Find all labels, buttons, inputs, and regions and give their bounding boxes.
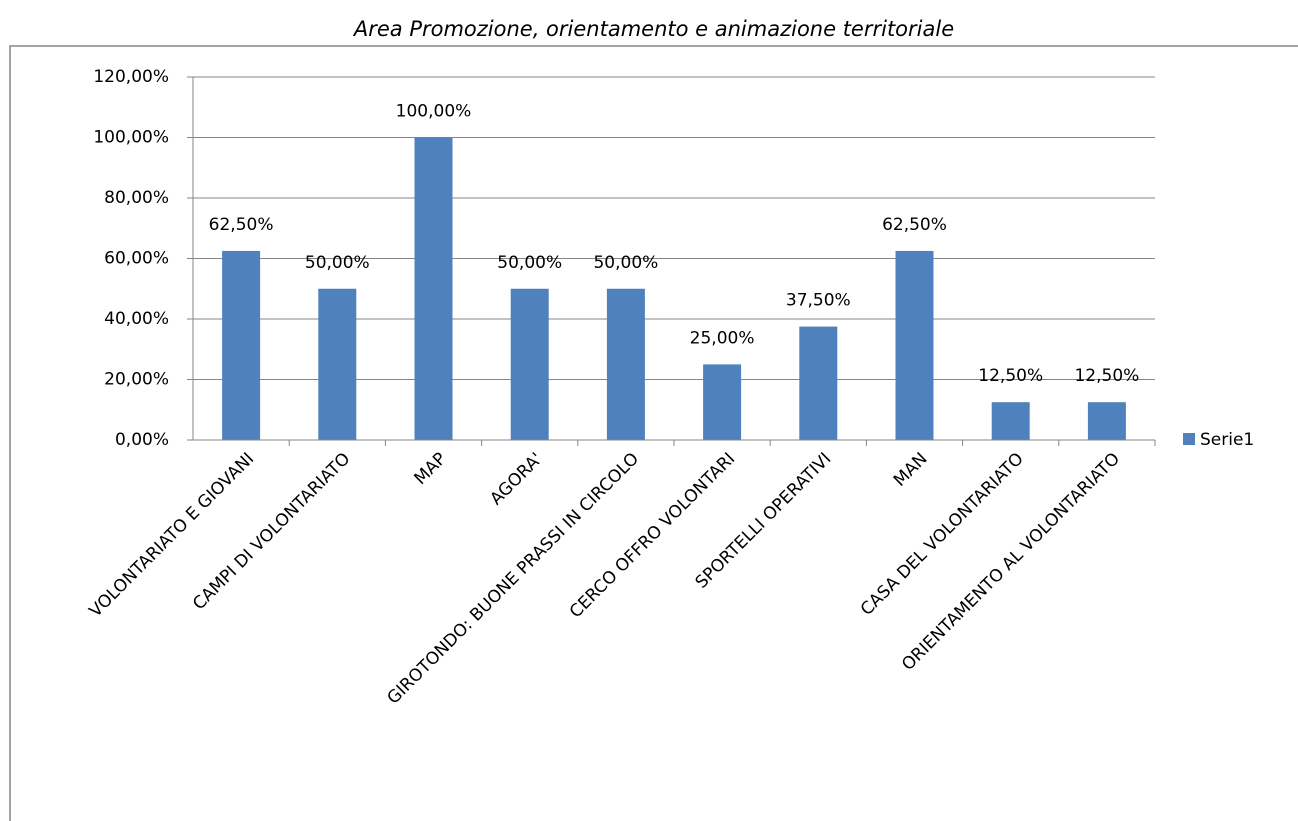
bar — [703, 364, 742, 440]
bar — [606, 288, 645, 440]
y-tick-label: 0,00% — [115, 430, 169, 450]
chart-border — [9, 45, 1298, 821]
x-tick-label: MAN — [890, 449, 932, 491]
y-tick-label: 60,00% — [104, 249, 169, 269]
bar — [991, 402, 1030, 440]
legend-swatch — [1183, 433, 1195, 445]
y-tick-label: 20,00% — [104, 370, 169, 390]
data-label: 62,50% — [882, 215, 947, 235]
x-tick-label: CAMPI DI VOLONTARIATO — [189, 449, 354, 614]
data-label: 50,00% — [497, 253, 562, 273]
legend-label: Serie1 — [1200, 430, 1254, 450]
bar — [799, 326, 838, 440]
bar — [895, 250, 934, 440]
x-tick-label: VOLONTARIATO E GIOVANI — [86, 449, 259, 622]
x-tick-label: CASA DEL VOLONTARIATO — [857, 449, 1028, 620]
data-label: 50,00% — [305, 253, 370, 273]
x-tick-label: CERCO OFFRO VOLONTARI — [566, 449, 739, 622]
bar — [222, 250, 261, 440]
data-label: 12,50% — [1074, 366, 1139, 386]
data-label: 50,00% — [593, 253, 658, 273]
x-tick-label: AGORA' — [486, 449, 546, 509]
data-label: 12,50% — [978, 366, 1043, 386]
y-tick-label: 40,00% — [104, 309, 169, 329]
y-tick-label: 100,00% — [93, 128, 169, 148]
y-tick-label: 80,00% — [104, 188, 169, 208]
x-tick-label: MAP — [411, 449, 451, 489]
chart-title: Area Promozione, orientamento e animazio… — [352, 17, 954, 41]
bar — [1087, 402, 1126, 440]
x-tick-label: ORIENTAMENTO AL VOLONTARIATO — [898, 449, 1124, 675]
bar — [414, 137, 453, 440]
y-tick-label: 120,00% — [93, 67, 169, 87]
data-label: 100,00% — [396, 102, 472, 122]
bar — [510, 288, 549, 440]
data-label: 25,00% — [690, 328, 755, 348]
data-label: 62,50% — [209, 215, 274, 235]
bar — [318, 288, 357, 440]
data-label: 37,50% — [786, 291, 851, 311]
